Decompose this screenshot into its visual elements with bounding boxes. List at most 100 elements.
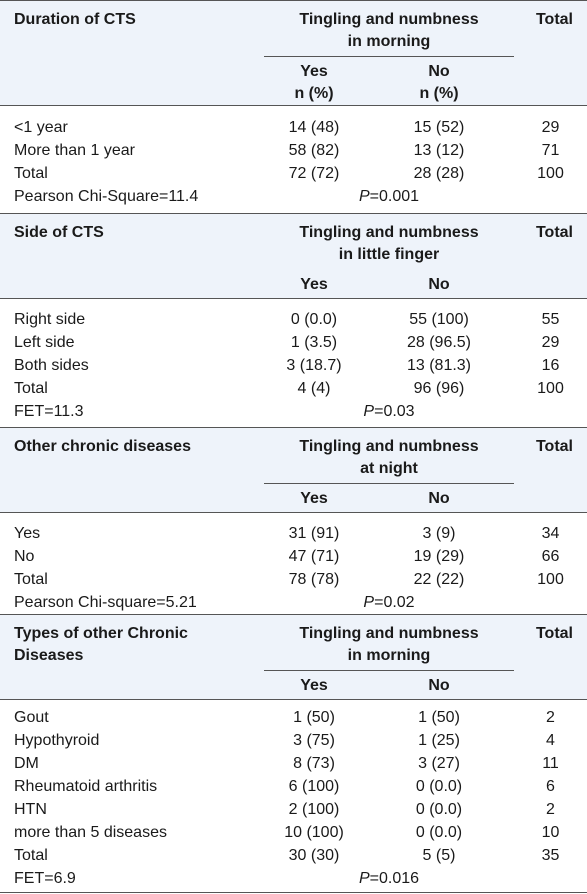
cell-total: 6 [546,778,555,795]
subheader-no-unit: n (%) [419,85,459,102]
subheader-no-label: No [428,63,450,80]
row-label: <1 year [14,119,68,136]
group-header-rule [264,483,514,484]
section-side-of-cts: Side of CTS Tingling and numbness in lit… [0,213,587,427]
section-other-chronic-diseases: Other chronic diseases Tingling and numb… [0,427,587,617]
table-row: Gout 1 (50) 1 (50) 2 [0,706,587,729]
table-row: more than 5 diseases 10 (100) 0 (0.0) 10 [0,821,587,844]
cell-yes: 31 (91) [288,525,340,542]
cell-no: 19 (29) [413,548,465,565]
cell-no: 0 (0.0) [415,801,463,818]
cell-yes: 6 (100) [288,778,340,795]
row-label: Total [14,380,48,397]
subheader-no: No [428,490,450,507]
row-label: Left side [14,334,75,351]
section-header: Types of other Chronic Diseases Tingling… [0,614,587,700]
cell-yes: 14 (48) [288,119,340,136]
cell-total: 2 [546,801,555,818]
row-label: more than 5 diseases [14,824,167,841]
row-label: More than 1 year [14,142,135,159]
cell-total: 29 [541,334,560,351]
row-label: Total [14,847,48,864]
category-header-line1: Types of other Chronic [14,625,188,642]
row-label: Total [14,165,48,182]
cell-total: 11 [542,755,559,772]
column-header-total: Total [535,224,573,241]
cell-total: 29 [541,119,560,136]
subheader-yes: Yes [300,677,328,694]
subheader-no: No [428,276,450,293]
cell-total: 4 [546,732,555,749]
cell-yes: 3 (75) [293,732,335,749]
statistics-row: Pearson Chi-square=5.21 P=0.02 [0,591,587,614]
cell-no: 0 (0.0) [415,824,463,841]
column-header-total: Total [535,11,573,28]
cell-total: 35 [541,847,560,864]
row-label: Yes [14,525,41,542]
cell-yes: 78 (78) [288,571,340,588]
column-header-category: Other chronic diseases [14,438,191,455]
subheader-yes: Yes [300,276,328,293]
group-header-rule [264,56,514,57]
cell-no: 55 (100) [409,311,469,328]
table-row: Total 4 (4) 96 (96) 100 [0,377,587,400]
p-value: P=0.016 [358,870,420,887]
cell-no: 5 (5) [422,847,456,864]
subheader-yes: Yes n (%) [264,61,364,105]
subheader-yes: Yes [300,490,328,507]
cell-yes: 72 (72) [288,165,340,182]
group-header-line1: Tingling and numbness [299,625,479,642]
cell-yes: 10 (100) [284,824,344,841]
statistics-row: FET=11.3 P=0.03 [0,400,587,423]
test-statistic: FET=6.9 [14,870,76,887]
cell-total: 2 [546,709,555,726]
cell-no: 3 (9) [422,525,456,542]
table-row: Hypothyroid 3 (75) 1 (25) 4 [0,729,587,752]
cell-total: 100 [537,380,564,397]
table-row: Yes 31 (91) 3 (9) 34 [0,522,587,545]
table-row: More than 1 year 58 (82) 13 (12) 71 [0,139,587,162]
column-header-group: Tingling and numbness in morning [264,623,514,667]
section-types-of-chronic-diseases: Types of other Chronic Diseases Tingling… [0,614,587,894]
cell-no: 0 (0.0) [415,778,463,795]
subheader-no: No [428,677,450,694]
cell-yes: 47 (71) [288,548,340,565]
cell-total: 66 [541,548,560,565]
row-label: DM [14,755,39,772]
category-header-line2: Diseases [14,647,84,664]
row-label: HTN [14,801,47,818]
statistics-row: Pearson Chi-Square=11.4 P=0.001 [0,185,587,208]
cell-yes: 58 (82) [288,142,340,159]
column-header-group: Tingling and numbness in little finger [264,222,514,266]
row-label: Right side [14,311,86,328]
p-value: P=0.02 [363,594,415,611]
table-row: HTN 2 (100) 0 (0.0) 2 [0,798,587,821]
cell-total: 71 [541,142,560,159]
cell-yes: 4 (4) [297,380,331,397]
cell-total: 16 [541,357,560,374]
group-header-line2: in morning [347,33,431,50]
test-statistic: FET=11.3 [14,403,84,420]
group-header-rule [264,670,514,671]
group-header-line1: Tingling and numbness [299,224,479,241]
subheader-yes-label: Yes [300,63,328,80]
table-row: Right side 0 (0.0) 55 (100) 55 [0,308,587,331]
cell-total: 55 [541,311,560,328]
cell-yes: 8 (73) [293,755,335,772]
section-duration-of-cts: Duration of CTS Tingling and numbness in… [0,0,587,213]
column-header-category: Side of CTS [14,224,104,241]
cell-no: 13 (81.3) [406,357,472,374]
cell-yes: 1 (50) [293,709,335,726]
column-header-category: Duration of CTS [14,11,136,28]
statistics-row: FET=6.9 P=0.016 [0,867,587,890]
subheader-yes-unit: n (%) [294,85,334,102]
cell-yes: 2 (100) [288,801,340,818]
group-header-line2: in little finger [338,246,440,263]
section-header: Other chronic diseases Tingling and numb… [0,427,587,513]
table-row: Both sides 3 (18.7) 13 (81.3) 16 [0,354,587,377]
test-statistic: Pearson Chi-Square=11.4 [14,188,199,205]
cell-yes: 3 (18.7) [286,357,342,374]
table-row: Total 78 (78) 22 (22) 100 [0,568,587,591]
table-row: Rheumatoid arthritis 6 (100) 0 (0.0) 6 [0,775,587,798]
group-header-line1: Tingling and numbness [299,438,479,455]
